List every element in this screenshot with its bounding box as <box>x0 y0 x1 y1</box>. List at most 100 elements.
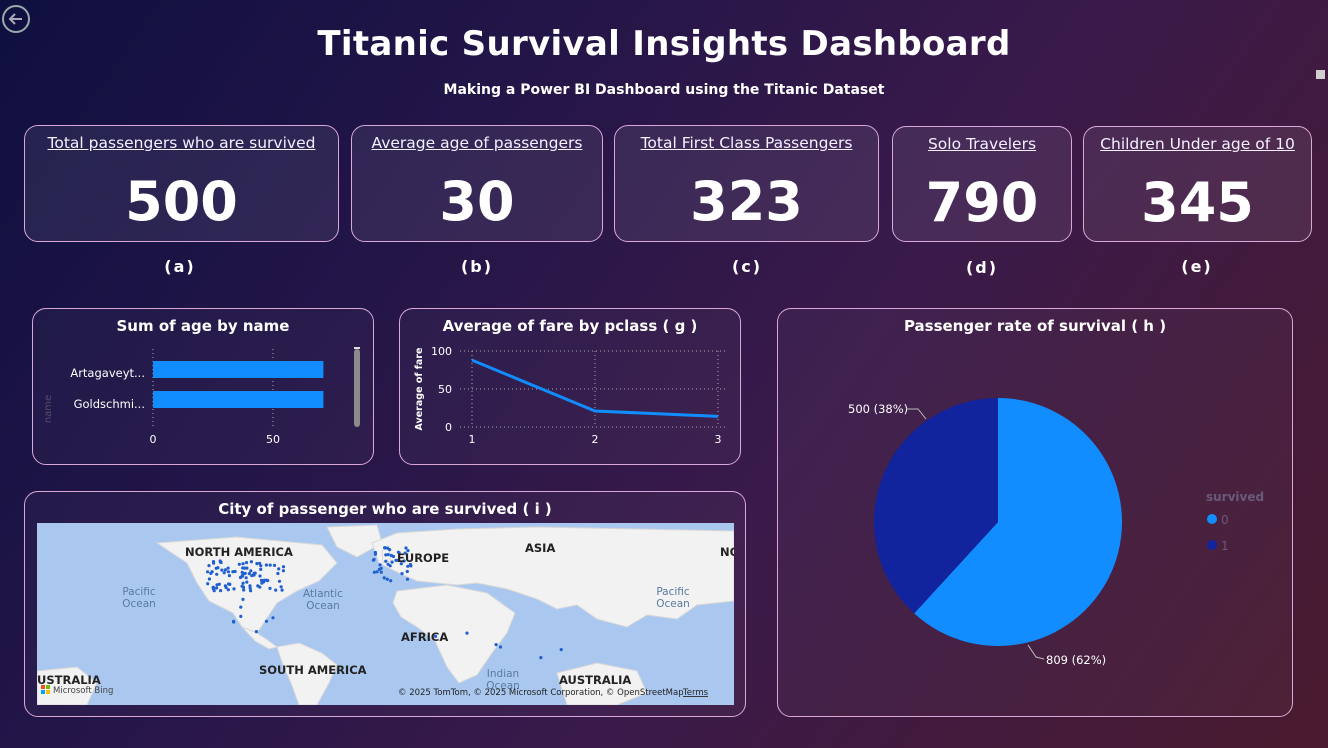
bar[interactable] <box>153 361 324 378</box>
passenger-dot <box>226 588 230 592</box>
passenger-dot <box>277 579 282 583</box>
series-line[interactable] <box>471 358 719 418</box>
passenger-dot <box>465 631 469 635</box>
x-tick-label: 50 <box>266 433 280 446</box>
bing-logo-tile <box>41 690 45 694</box>
passenger-dot <box>211 585 215 589</box>
bing-logo-icon <box>41 685 45 689</box>
passenger-dot <box>206 570 210 574</box>
passenger-dot <box>240 570 244 574</box>
passenger-dot <box>371 558 375 562</box>
kpi-label: Total First Class Passengers <box>640 134 853 152</box>
passenger-dot <box>268 586 272 590</box>
passenger-dot <box>404 546 408 550</box>
passenger-dot <box>219 589 223 593</box>
pie-slice-1[interactable] <box>874 398 998 614</box>
passenger-dot <box>237 562 241 566</box>
passenger-dot <box>406 564 410 568</box>
passenger-dot <box>212 561 216 565</box>
passenger-dot <box>384 559 388 563</box>
kpi-label: Average age of passengers <box>371 134 583 152</box>
legend-label[interactable]: 1 <box>1221 539 1229 553</box>
kpi-card-first-class[interactable]: Total First Class Passengers 323 <box>614 125 879 242</box>
passenger-dot <box>262 578 266 582</box>
passenger-dot <box>279 585 283 589</box>
line-chart-panel[interactable]: Average of fare by pclass ( g ) Average … <box>399 308 741 465</box>
passenger-dot <box>405 577 410 581</box>
passenger-dot <box>274 588 278 592</box>
bar[interactable] <box>153 391 324 408</box>
map-panel[interactable]: City of passenger who are survived ( i ) <box>24 491 746 717</box>
map-label: Ocean <box>486 680 520 692</box>
passenger-dot <box>241 585 246 589</box>
passenger-dot <box>386 546 390 550</box>
pie-slice-0[interactable] <box>914 398 1122 646</box>
passenger-dot <box>254 630 258 634</box>
pie-data-label: 500 (38%) <box>848 402 908 416</box>
passenger-dot <box>386 553 390 557</box>
passenger-dot <box>559 648 563 652</box>
map-label: Indian <box>487 668 519 680</box>
kpi-card-children[interactable]: Children Under age of 10 345 <box>1083 126 1312 242</box>
passenger-dot <box>498 645 503 649</box>
passenger-dot <box>223 584 227 588</box>
back-button[interactable] <box>2 5 30 33</box>
chart-title: Average of fare by pclass ( g ) <box>442 317 698 335</box>
world-map[interactable]: NORTH AMERICA EUROPE ASIA NO Pacific Oce… <box>37 523 734 705</box>
passenger-dot <box>264 619 269 623</box>
passenger-dot <box>249 560 253 564</box>
pie-chart-panel[interactable]: Passenger rate of survival ( h ) survive… <box>777 308 1293 717</box>
map-title: City of passenger who are survived ( i ) <box>218 500 552 518</box>
kpi-card-average-age[interactable]: Average age of passengers 30 <box>351 125 603 242</box>
scrollbar-thumb[interactable] <box>354 349 360 427</box>
passenger-dot <box>408 562 412 567</box>
map-terms-link[interactable]: Terms <box>682 688 709 698</box>
passenger-dot <box>239 614 243 618</box>
kpi-label: Solo Travelers <box>927 135 1037 153</box>
dashboard-title: Titanic Survival Insights Dashboard <box>317 24 1011 64</box>
passenger-dot <box>268 563 272 567</box>
passenger-dot <box>259 564 263 568</box>
map-label: NORTH AMERICA <box>185 545 293 559</box>
passenger-dots <box>206 546 563 660</box>
land-australia <box>556 662 648 705</box>
map-attribution[interactable]: © 2025 TomTom, © 2025 Microsoft Corporat… <box>398 688 684 698</box>
passenger-dot <box>248 586 252 590</box>
passenger-dot <box>397 551 401 555</box>
passenger-dot <box>271 616 275 620</box>
passenger-dot <box>402 559 406 563</box>
kpi-card-survived[interactable]: Total passengers who are survived 500 <box>24 125 339 242</box>
passenger-dot <box>241 581 245 585</box>
kpi-tag: (d) <box>965 258 999 277</box>
bar-chart-panel[interactable]: Sum of age by name name Artagaveyt... Go… <box>32 308 374 465</box>
map-label: SOUTH AMERICA <box>259 663 367 677</box>
legend-label[interactable]: 0 <box>1221 513 1229 527</box>
kpi-value: 323 <box>690 170 803 233</box>
land-central-america <box>241 626 279 650</box>
passenger-dot <box>373 552 377 556</box>
passenger-dot <box>239 605 243 609</box>
passenger-dot <box>379 570 383 574</box>
passenger-dot <box>215 572 219 576</box>
land-south-america <box>276 642 338 705</box>
kpi-card-solo-travelers[interactable]: Solo Travelers 790 <box>892 126 1072 242</box>
passenger-dot <box>388 564 392 568</box>
chart-title: Sum of age by name <box>116 317 290 335</box>
passenger-dot <box>264 563 268 567</box>
passenger-dot <box>281 565 286 569</box>
passenger-dot <box>232 587 236 591</box>
passenger-dot <box>227 582 231 586</box>
passenger-dot <box>242 588 246 592</box>
kpi-tag: (b) <box>460 257 494 276</box>
passenger-dot <box>232 619 236 623</box>
passenger-dot <box>258 574 262 578</box>
land-europe-asia <box>371 526 734 628</box>
passenger-dot <box>249 589 253 593</box>
land-north-america <box>155 536 338 634</box>
passenger-dot <box>207 564 211 568</box>
kpi-value: 500 <box>125 170 238 233</box>
kpi-label: Children Under age of 10 <box>1100 135 1295 153</box>
resize-handle[interactable] <box>1316 70 1325 79</box>
passenger-dot <box>245 580 249 584</box>
x-tick-label: 1 <box>469 433 476 446</box>
